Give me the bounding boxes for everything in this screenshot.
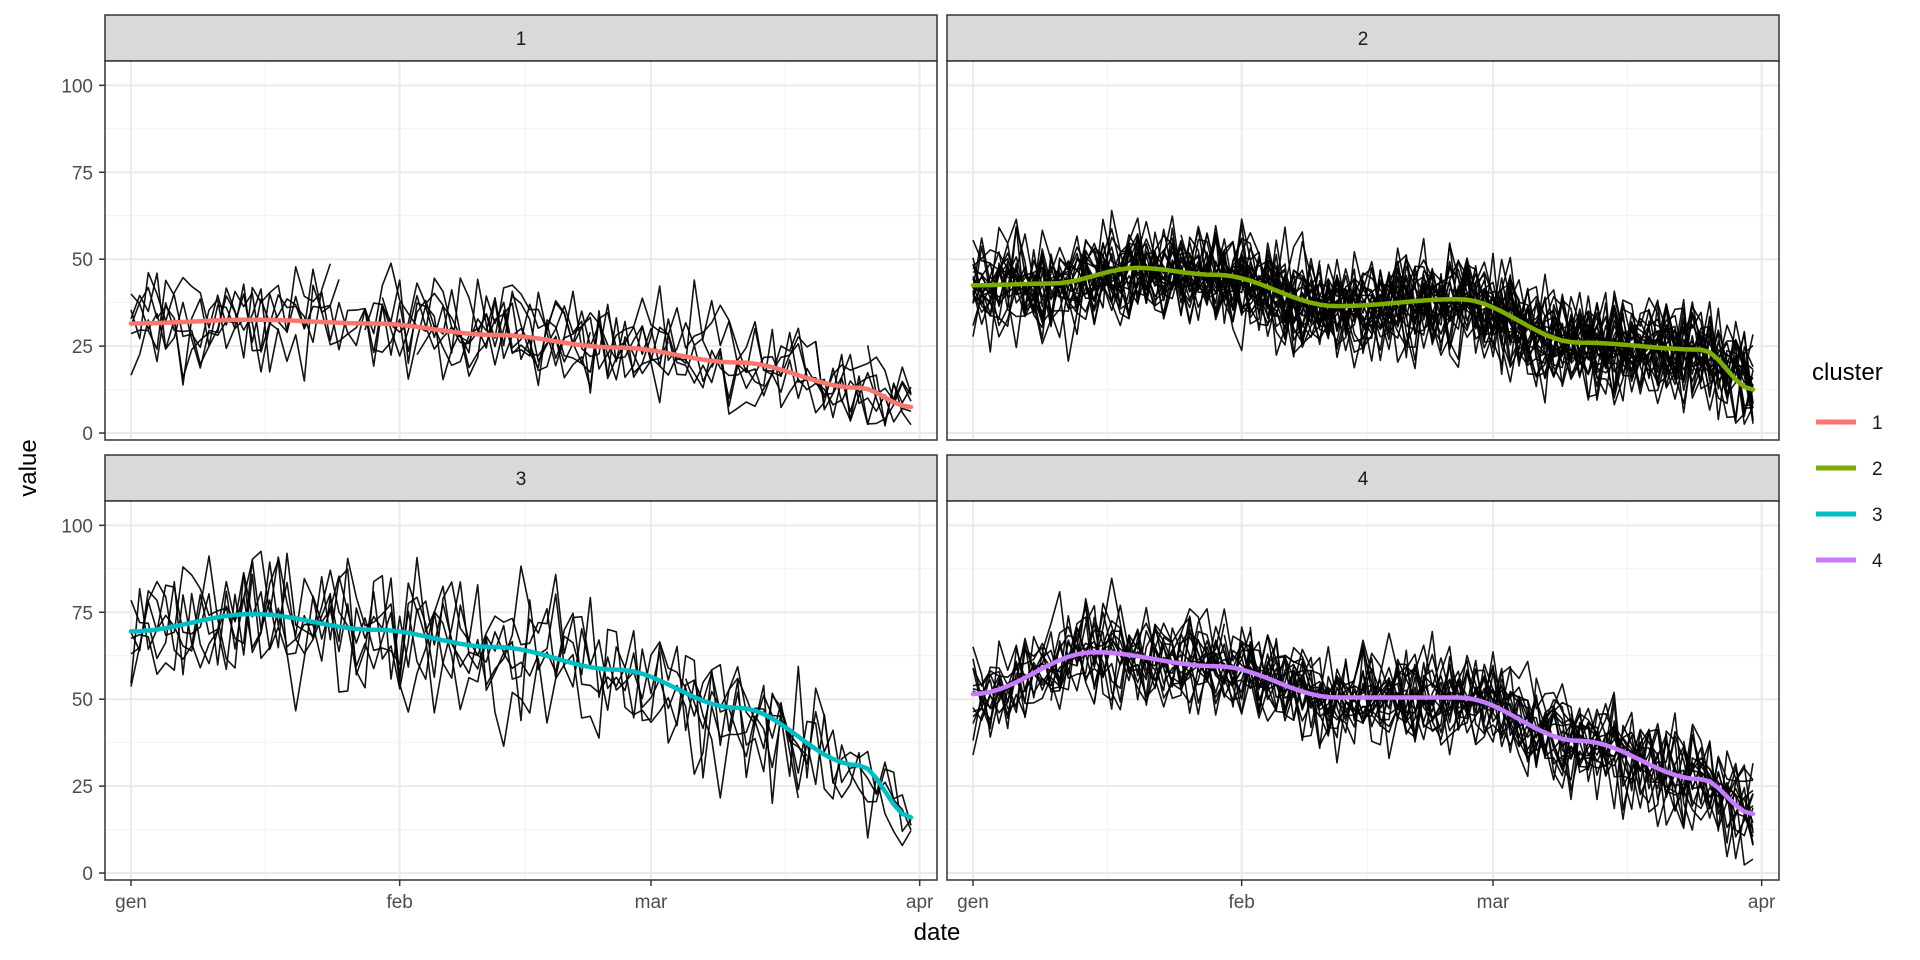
series-line xyxy=(972,608,1754,844)
panel-background xyxy=(105,61,937,440)
y-tick-label: 100 xyxy=(61,76,93,97)
legend-label-1: 1 xyxy=(1872,413,1883,434)
panel-border xyxy=(104,500,938,881)
y-tick-label: 0 xyxy=(82,864,93,885)
series-line xyxy=(972,628,1754,846)
y-tick-label: 100 xyxy=(61,516,93,537)
series-line xyxy=(130,559,800,799)
facet-panel-1: 1 0 25 50 75 100 xyxy=(61,14,938,445)
y-tick-label: 75 xyxy=(72,163,93,184)
panel-border xyxy=(104,60,938,441)
series-line xyxy=(972,218,1684,380)
x-tick-label: feb xyxy=(386,892,412,913)
series-line xyxy=(972,627,1754,837)
y-tick-label: 0 xyxy=(82,424,93,445)
series-line xyxy=(1050,615,1616,789)
legend-label-2: 2 xyxy=(1872,459,1883,480)
y-tick-label: 50 xyxy=(72,690,93,711)
x-axis-title: date xyxy=(914,919,961,946)
series-line xyxy=(972,608,1754,809)
facet-strip-label: 2 xyxy=(1358,29,1369,50)
facet-strip xyxy=(104,14,938,62)
series-line xyxy=(972,606,1754,844)
series-line xyxy=(130,573,912,826)
x-tick-label: mar xyxy=(635,892,668,913)
x-tick-label: apr xyxy=(1748,892,1776,913)
facet-strip-label: 4 xyxy=(1358,469,1369,490)
panel-background xyxy=(105,501,937,880)
facet-panel-4: 4 gen feb mar apr xyxy=(946,454,1780,913)
facet-strip xyxy=(946,454,1780,502)
y-tick-label: 25 xyxy=(72,777,93,798)
facet-panels: 1 0 25 50 75 100 2 3 0 25 50 75 100 gen feb mar apr 4 gen f… xyxy=(61,14,1780,913)
x-tick-label: mar xyxy=(1477,892,1510,913)
panel-background xyxy=(947,61,1779,440)
legend-label-4: 4 xyxy=(1872,551,1883,572)
legend: cluster 1 2 3 4 xyxy=(1812,359,1883,572)
smooth-trend-line xyxy=(970,265,1756,392)
facet-strip-label: 1 xyxy=(516,29,527,50)
facet-strip-label: 3 xyxy=(516,469,527,490)
series-line xyxy=(972,218,1754,381)
series-line xyxy=(130,555,912,833)
x-tick-label: gen xyxy=(115,892,147,913)
smooth-trend-line xyxy=(128,611,914,820)
series-line xyxy=(130,552,808,805)
facet-strip xyxy=(104,454,938,502)
y-tick-label: 75 xyxy=(72,603,93,624)
y-tick-label: 50 xyxy=(72,250,93,271)
x-tick-label: feb xyxy=(1228,892,1254,913)
series-line xyxy=(972,620,1754,834)
legend-title: cluster xyxy=(1812,359,1883,386)
legend-label-3: 3 xyxy=(1872,505,1883,526)
facet-panel-2: 2 xyxy=(946,14,1780,441)
y-axis-title: value xyxy=(15,439,42,496)
panel-border xyxy=(946,60,1780,441)
x-tick-label: apr xyxy=(906,892,934,913)
facet-panel-3: 3 0 25 50 75 100 gen feb mar apr xyxy=(61,454,938,913)
smooth-trend-line xyxy=(128,317,914,410)
y-tick-label: 25 xyxy=(72,337,93,358)
x-tick-label: gen xyxy=(957,892,989,913)
panel-border xyxy=(946,500,1780,881)
smooth-trend-line xyxy=(970,650,1756,817)
